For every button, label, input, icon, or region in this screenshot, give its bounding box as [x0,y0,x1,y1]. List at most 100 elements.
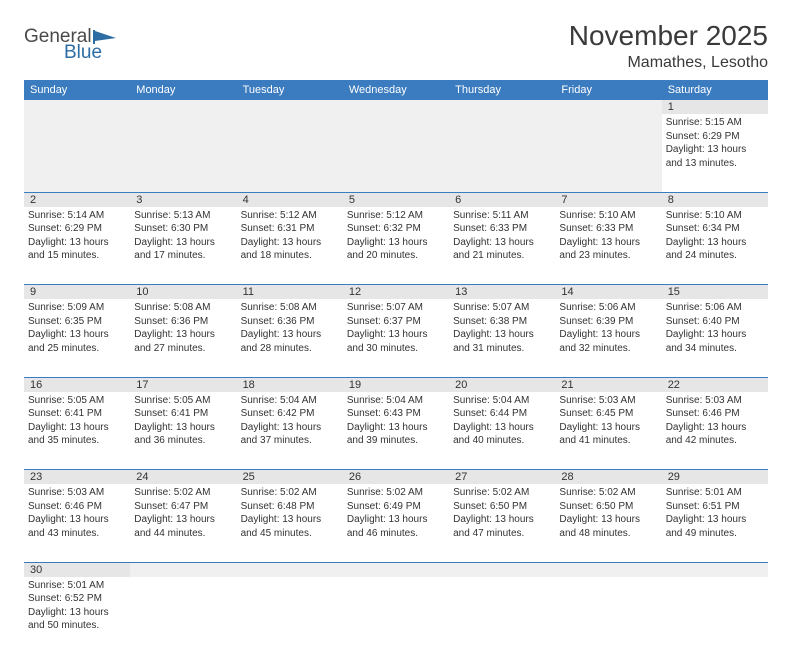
day-content-row: Sunrise: 5:15 AMSunset: 6:29 PMDaylight:… [24,114,768,192]
day-line: Daylight: 13 hours [28,421,126,435]
day-cell: Sunrise: 5:03 AMSunset: 6:45 PMDaylight:… [555,392,661,470]
day-number: 3 [130,192,236,207]
day-number: 5 [343,192,449,207]
day-line: and 35 minutes. [28,434,126,448]
day-cell [130,577,236,655]
day-line: and 25 minutes. [28,342,126,356]
day-content: Sunrise: 5:11 AMSunset: 6:33 PMDaylight:… [453,209,551,263]
day-cell [449,114,555,192]
day-content: Sunrise: 5:03 AMSunset: 6:46 PMDaylight:… [28,486,126,540]
day-cell: Sunrise: 5:12 AMSunset: 6:32 PMDaylight:… [343,207,449,285]
month-title: November 2025 [569,20,768,52]
day-line: and 36 minutes. [134,434,232,448]
day-line: Daylight: 13 hours [347,421,445,435]
day-cell: Sunrise: 5:11 AMSunset: 6:33 PMDaylight:… [449,207,555,285]
day-number: 2 [24,192,130,207]
day-line: Sunrise: 5:01 AM [666,486,764,500]
day-cell: Sunrise: 5:10 AMSunset: 6:33 PMDaylight:… [555,207,661,285]
day-line: and 44 minutes. [134,527,232,541]
day-content: Sunrise: 5:15 AMSunset: 6:29 PMDaylight:… [666,116,764,170]
day-content: Sunrise: 5:06 AMSunset: 6:40 PMDaylight:… [666,301,764,355]
day-line: Sunrise: 5:10 AM [559,209,657,223]
day-line: Sunrise: 5:09 AM [28,301,126,315]
day-number [555,562,661,577]
day-line: Daylight: 13 hours [134,513,232,527]
day-cell: Sunrise: 5:12 AMSunset: 6:31 PMDaylight:… [237,207,343,285]
day-cell [555,114,661,192]
day-cell: Sunrise: 5:02 AMSunset: 6:50 PMDaylight:… [555,484,661,562]
day-number: 8 [662,192,768,207]
day-line: Sunrise: 5:08 AM [134,301,232,315]
day-line: and 13 minutes. [666,157,764,171]
day-line: Sunrise: 5:06 AM [559,301,657,315]
day-number: 26 [343,470,449,485]
day-line: and 24 minutes. [666,249,764,263]
day-content: Sunrise: 5:02 AMSunset: 6:48 PMDaylight:… [241,486,339,540]
day-line: Daylight: 13 hours [134,328,232,342]
day-number: 13 [449,285,555,300]
day-line: Daylight: 13 hours [347,328,445,342]
day-line: Daylight: 13 hours [134,236,232,250]
calendar-table: Sunday Monday Tuesday Wednesday Thursday… [24,80,768,655]
day-content: Sunrise: 5:07 AMSunset: 6:37 PMDaylight:… [347,301,445,355]
day-line: Sunrise: 5:05 AM [28,394,126,408]
day-cell: Sunrise: 5:10 AMSunset: 6:34 PMDaylight:… [662,207,768,285]
day-number: 25 [237,470,343,485]
day-cell: Sunrise: 5:01 AMSunset: 6:52 PMDaylight:… [24,577,130,655]
day-line: Sunrise: 5:03 AM [666,394,764,408]
day-content-row: Sunrise: 5:14 AMSunset: 6:29 PMDaylight:… [24,207,768,285]
day-line: and 45 minutes. [241,527,339,541]
day-line: and 21 minutes. [453,249,551,263]
day-line: Daylight: 13 hours [241,513,339,527]
title-block: November 2025 Mamathes, Lesotho [569,20,768,72]
day-line: Daylight: 13 hours [28,236,126,250]
day-line: Sunrise: 5:08 AM [241,301,339,315]
day-line: and 28 minutes. [241,342,339,356]
day-number [449,562,555,577]
day-line: Sunset: 6:50 PM [453,500,551,514]
day-line: Sunset: 6:46 PM [28,500,126,514]
day-cell [24,114,130,192]
day-line: Sunset: 6:46 PM [666,407,764,421]
day-content: Sunrise: 5:03 AMSunset: 6:45 PMDaylight:… [559,394,657,448]
day-number: 19 [343,377,449,392]
day-cell: Sunrise: 5:06 AMSunset: 6:39 PMDaylight:… [555,299,661,377]
day-number [24,100,130,114]
day-cell: Sunrise: 5:13 AMSunset: 6:30 PMDaylight:… [130,207,236,285]
location: Mamathes, Lesotho [569,54,768,72]
day-header: Tuesday [237,80,343,100]
day-line: Daylight: 13 hours [559,236,657,250]
day-line: and 47 minutes. [453,527,551,541]
day-line: Daylight: 13 hours [559,421,657,435]
day-line: Sunset: 6:36 PM [241,315,339,329]
day-line: and 48 minutes. [559,527,657,541]
day-number-row: 30 [24,562,768,577]
day-line: and 18 minutes. [241,249,339,263]
day-number [343,100,449,114]
day-line: Daylight: 13 hours [666,513,764,527]
day-line: Sunrise: 5:02 AM [134,486,232,500]
day-line: Daylight: 13 hours [666,236,764,250]
day-line: and 46 minutes. [347,527,445,541]
day-line: Sunset: 6:35 PM [28,315,126,329]
day-number: 7 [555,192,661,207]
day-number: 14 [555,285,661,300]
day-cell [662,577,768,655]
day-cell: Sunrise: 5:02 AMSunset: 6:47 PMDaylight:… [130,484,236,562]
day-content-row: Sunrise: 5:03 AMSunset: 6:46 PM Daylight:… [24,484,768,562]
day-line: Sunrise: 5:02 AM [241,486,339,500]
day-line: Sunrise: 5:04 AM [347,394,445,408]
day-content: Sunrise: 5:08 AMSunset: 6:36 PMDaylight:… [134,301,232,355]
day-content: Sunrise: 5:14 AMSunset: 6:29 PMDaylight:… [28,209,126,263]
logo: General Blue [24,20,118,64]
day-line: and 32 minutes. [559,342,657,356]
day-number: 6 [449,192,555,207]
day-line: and 41 minutes. [559,434,657,448]
day-number: 4 [237,192,343,207]
day-number [130,100,236,114]
day-header: Sunday [24,80,130,100]
day-number: 12 [343,285,449,300]
day-line: Sunset: 6:42 PM [241,407,339,421]
day-line: Sunrise: 5:15 AM [666,116,764,130]
day-line: Sunrise: 5:03 AM [28,486,126,500]
